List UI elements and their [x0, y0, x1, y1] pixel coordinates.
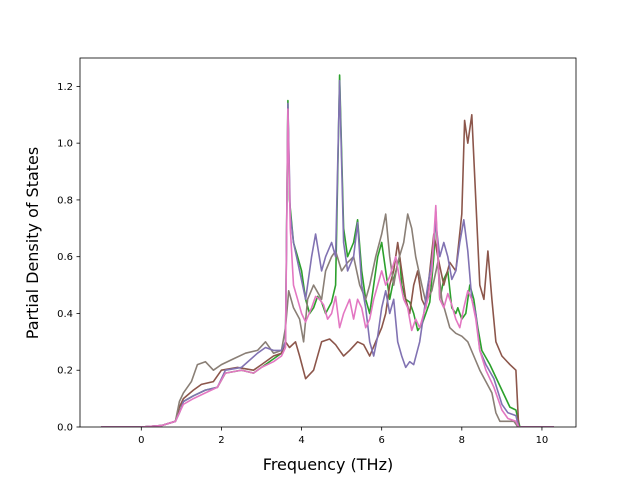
series-line-4	[101, 79, 554, 427]
x-axis-label: Frequency (THz)	[263, 455, 393, 474]
x-tick-label: 6	[378, 435, 384, 446]
y-tick-label: 1.0	[57, 139, 73, 150]
series-line-3	[101, 213, 554, 427]
x-tick-label: 8	[459, 435, 465, 446]
x-tick-label: 0	[138, 435, 144, 446]
x-tick-label: 4	[298, 435, 304, 446]
x-tick-label: 10	[536, 435, 549, 446]
x-tick-label: 2	[218, 435, 224, 446]
y-tick-label: 0.0	[57, 423, 73, 434]
y-tick-label: 0.6	[57, 252, 73, 263]
series-line-2	[101, 114, 554, 427]
y-tick-label: 0.2	[57, 366, 73, 377]
plot-frame	[79, 57, 577, 428]
series-lines	[101, 74, 554, 427]
plot-area	[79, 57, 577, 428]
y-tick-label: 0.4	[57, 309, 73, 320]
y-tick-label: 1.2	[57, 82, 73, 93]
y-axis-label: Partial Density of States	[23, 147, 42, 339]
x-axis-ticks: 0 2 4 6 8 10	[138, 427, 548, 446]
series-line-5	[101, 108, 554, 427]
y-tick-label: 0.8	[57, 195, 73, 206]
y-axis-ticks: 0.0 0.2 0.4 0.6 0.8 1.0 1.2	[57, 82, 80, 434]
